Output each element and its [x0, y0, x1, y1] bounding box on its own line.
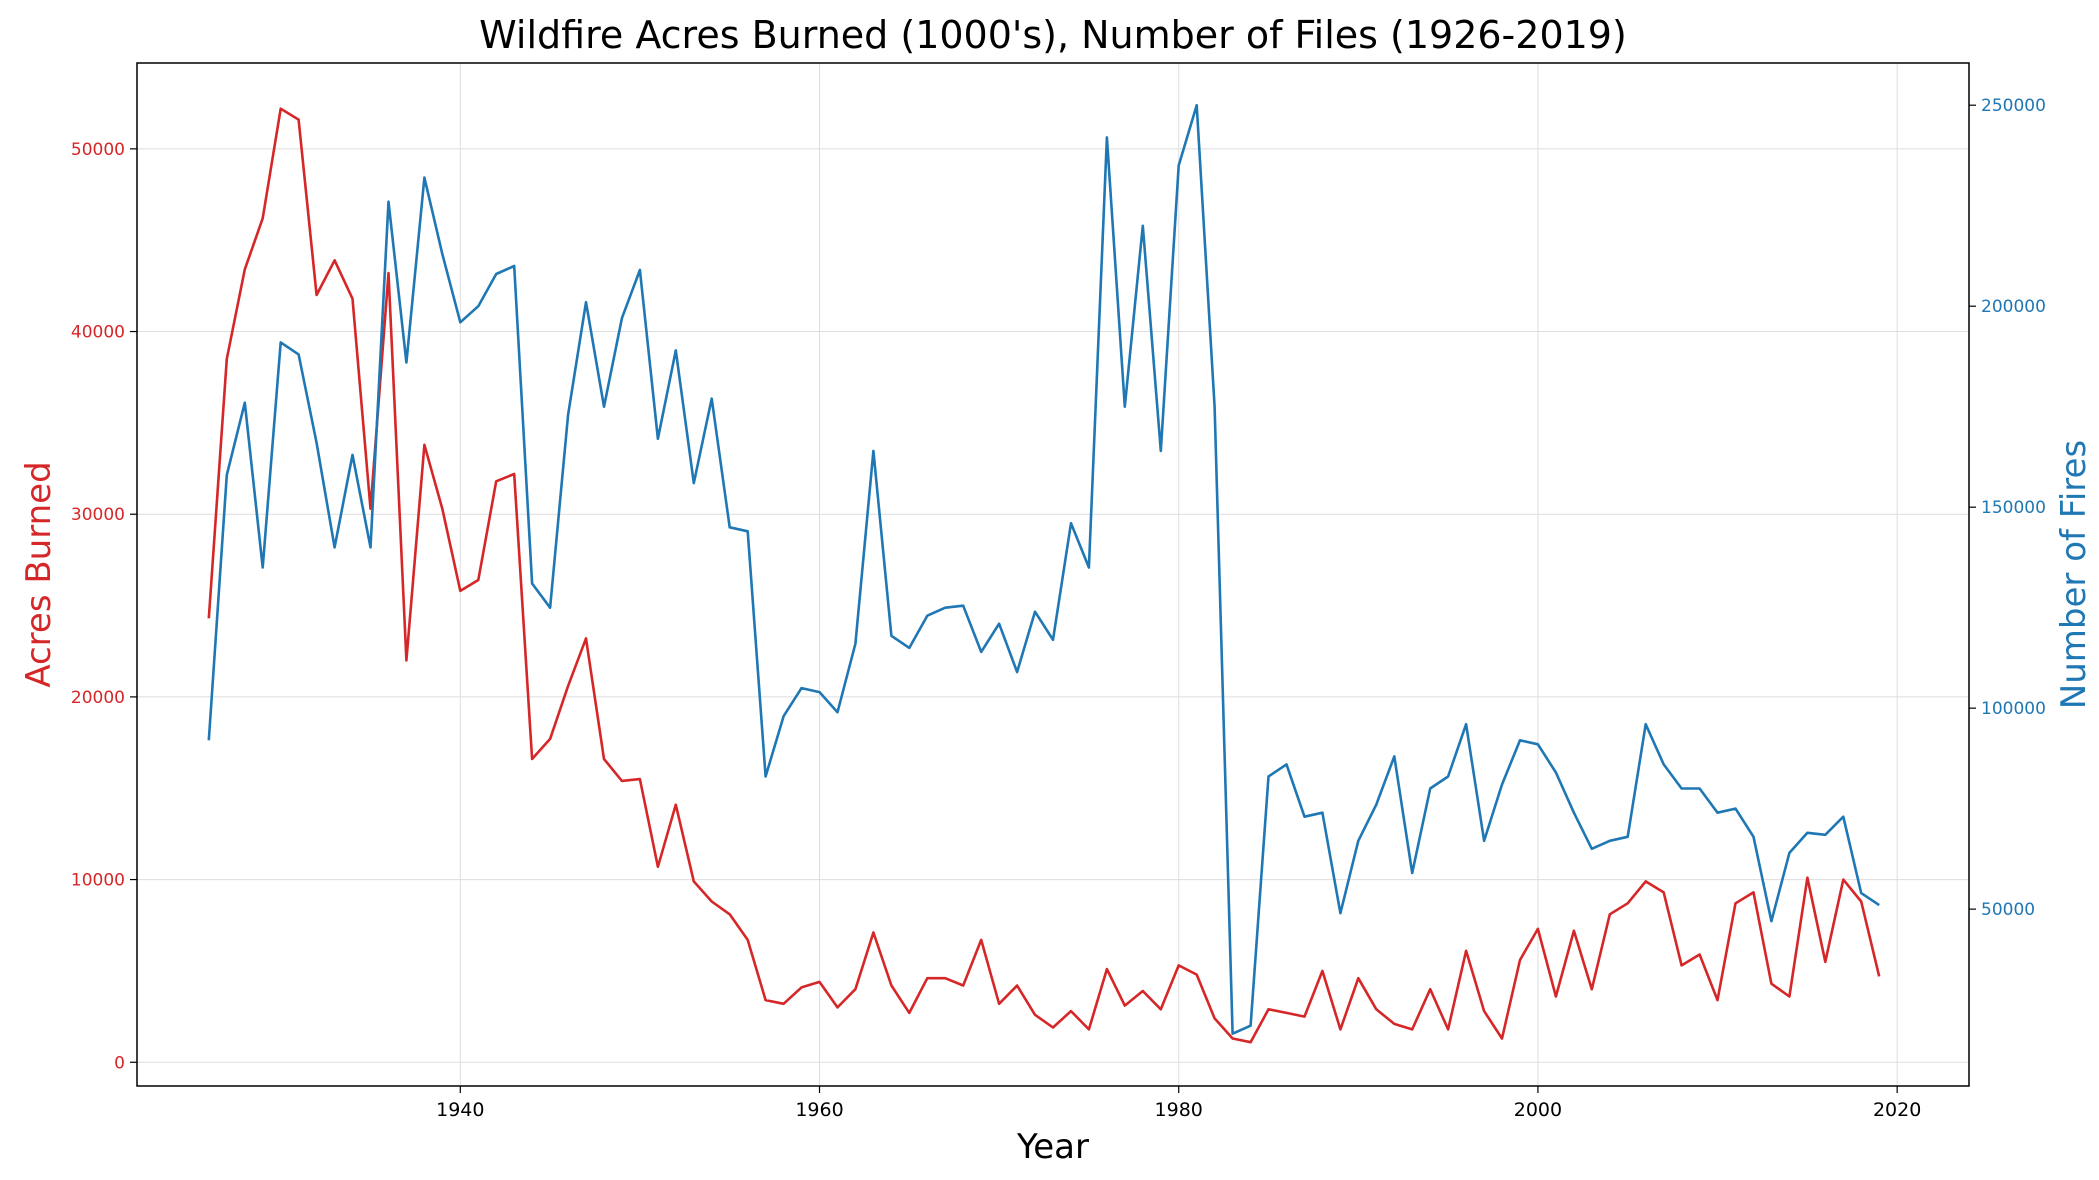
left-tick-label: 50000 [71, 140, 125, 160]
series-layer [207, 103, 1881, 1044]
left-tick-label: 40000 [71, 323, 125, 343]
left-tick-label: 10000 [71, 871, 125, 891]
grid-lines [137, 63, 1969, 1086]
x-tick-label: 1940 [436, 1099, 484, 1121]
x-tick-label: 2000 [1514, 1099, 1562, 1121]
plot-frame [136, 62, 1970, 1087]
right-axis-ticks: 50000 100000 150000 200000 250000 [1969, 96, 2046, 920]
left-tick-label: 30000 [71, 505, 125, 525]
right-tick-label: 100000 [1981, 699, 2046, 719]
x-tick-label: 1960 [795, 1099, 843, 1121]
left-axis-ticks: 0 10000 20000 30000 40000 50000 [71, 140, 137, 1073]
right-tick-label: 50000 [1981, 900, 2035, 920]
right-axis-label: Number of Fires [2054, 440, 2094, 709]
fires-series-line [207, 103, 1880, 1035]
x-tick-label: 2020 [1873, 1099, 1921, 1121]
left-tick-label: 0 [114, 1053, 125, 1073]
right-tick-label: 250000 [1981, 96, 2046, 116]
left-axis-label: Acres Burned [19, 461, 59, 687]
acres-series-line [207, 107, 1881, 1044]
right-tick-label: 150000 [1981, 498, 2046, 518]
x-axis-ticks: 1940 1960 1980 2000 2020 [436, 1086, 1921, 1121]
left-tick-label: 20000 [71, 688, 125, 708]
chart-title: Wildfire Acres Burned (1000's), Number o… [479, 13, 1627, 57]
x-axis-label: Year [1016, 1127, 1089, 1167]
x-tick-label: 1980 [1155, 1099, 1203, 1121]
right-tick-label: 200000 [1981, 297, 2046, 317]
